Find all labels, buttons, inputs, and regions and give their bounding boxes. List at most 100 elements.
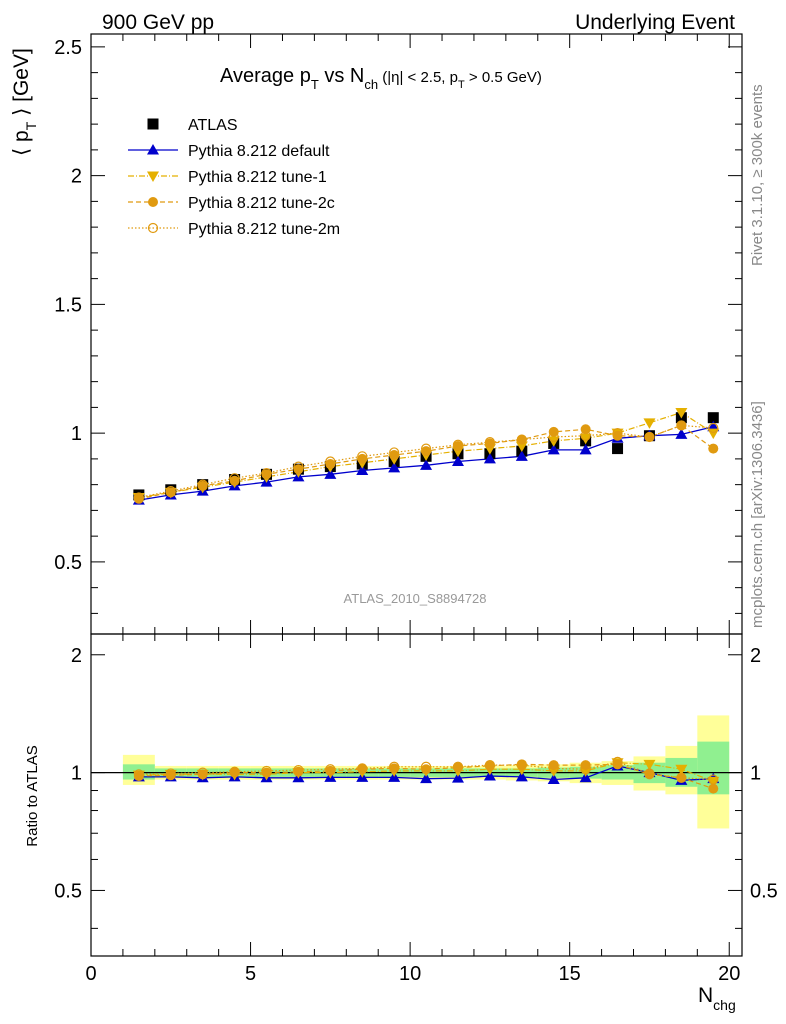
ratio-point bbox=[451, 772, 464, 783]
main-ylabel: ⟨ pT ⟩ [GeV] bbox=[10, 48, 39, 156]
data-point bbox=[707, 420, 720, 432]
title-main: Average p bbox=[220, 65, 311, 87]
ratio-point bbox=[612, 759, 623, 770]
main-ytick-label: 0.5 bbox=[54, 552, 82, 574]
data-point bbox=[676, 420, 687, 431]
ratio-ytick-label-right: 0.5 bbox=[750, 880, 778, 902]
title-cut1: (|η| < 2.5, p bbox=[378, 69, 458, 86]
data-point bbox=[356, 464, 369, 475]
data-point bbox=[579, 433, 592, 445]
legend-marker bbox=[147, 118, 159, 130]
header-right: Underlying Event bbox=[575, 11, 735, 34]
data-point bbox=[229, 473, 240, 484]
data-point bbox=[516, 434, 527, 445]
data-point bbox=[388, 461, 401, 473]
data-point bbox=[421, 446, 432, 457]
main-ytick-label: 2.5 bbox=[54, 37, 82, 59]
ratio-ytick-label: 2 bbox=[71, 645, 82, 667]
ratio-point bbox=[293, 764, 304, 776]
ratio-ytick-label: 0.5 bbox=[54, 880, 82, 902]
data-point bbox=[324, 468, 337, 479]
ratio-ytick-label-right: 2 bbox=[750, 645, 761, 667]
data-point bbox=[675, 408, 688, 419]
ratio-point bbox=[261, 765, 272, 777]
xtick-label: 15 bbox=[559, 963, 581, 985]
data-point bbox=[515, 441, 528, 453]
data-point bbox=[483, 452, 496, 464]
legend-marker bbox=[147, 144, 159, 155]
xtick-label: 20 bbox=[718, 963, 740, 985]
data-point bbox=[420, 443, 432, 454]
ratio-point bbox=[165, 768, 176, 779]
header-left: 900 GeV pp bbox=[102, 11, 214, 34]
main-panel: 0.5 1 1.5 2 2.5 bbox=[54, 33, 743, 635]
ylabel-right: ⟩ [GeV] bbox=[10, 48, 33, 122]
data-point bbox=[643, 418, 656, 429]
data-point bbox=[612, 430, 623, 441]
ratio-point bbox=[580, 764, 591, 775]
xlabel-main: N bbox=[698, 984, 713, 1007]
legend-label: Pythia 8.212 default bbox=[188, 143, 330, 160]
legend-label: Pythia 8.212 tune-2c bbox=[188, 195, 335, 212]
ratio-point bbox=[197, 767, 208, 778]
data-point bbox=[644, 432, 655, 443]
main-ytick-label: 1.5 bbox=[54, 294, 82, 316]
ratio-ytick-label: 1 bbox=[71, 763, 82, 785]
data-point bbox=[451, 455, 464, 466]
legend-label: ATLAS bbox=[188, 117, 238, 134]
data-point bbox=[548, 431, 559, 443]
ratio-point bbox=[325, 764, 336, 775]
xtick-label: 10 bbox=[399, 963, 421, 985]
data-point bbox=[229, 475, 240, 486]
data-point bbox=[612, 428, 623, 439]
data-point bbox=[325, 456, 336, 467]
ratio-point bbox=[548, 760, 559, 771]
ratio-point bbox=[452, 761, 464, 772]
data-point bbox=[675, 428, 688, 439]
ylabel-left: ⟨ p bbox=[10, 130, 33, 156]
data-point bbox=[580, 430, 591, 441]
data-point bbox=[293, 461, 304, 472]
ratio-point bbox=[548, 763, 559, 774]
title-vs: vs N bbox=[319, 65, 365, 87]
data-point bbox=[357, 451, 368, 462]
data-point bbox=[484, 437, 495, 448]
xtick-label: 0 bbox=[85, 963, 96, 985]
data-point bbox=[708, 422, 719, 434]
ratio-point bbox=[421, 764, 432, 775]
legend-marker bbox=[147, 222, 159, 234]
ratio-point bbox=[229, 766, 240, 777]
xtick-label: 5 bbox=[245, 963, 256, 985]
ratio-point bbox=[612, 756, 623, 768]
data-point bbox=[389, 450, 400, 461]
data-point bbox=[357, 453, 368, 464]
main-ytick-label: 2 bbox=[71, 166, 82, 188]
data-point bbox=[515, 450, 528, 461]
ratio-ytick-label-right: 1 bbox=[750, 763, 761, 785]
data-point bbox=[452, 439, 464, 450]
data-point bbox=[165, 485, 176, 497]
ratio-point bbox=[547, 773, 560, 785]
legend-marker bbox=[148, 197, 158, 207]
data-point bbox=[197, 479, 208, 490]
data-point bbox=[293, 464, 304, 475]
ratio-point bbox=[708, 783, 719, 794]
xlabel-sub: chg bbox=[713, 997, 736, 1013]
mcplots-credit: mcplots.cern.ch [arXiv:1306.3436] bbox=[749, 401, 766, 628]
title-sub-ch: ch bbox=[364, 77, 378, 92]
ratio-point bbox=[707, 776, 720, 788]
ratio-frame bbox=[90, 633, 743, 957]
rivet-version: Rivet 3.1.10, ≥ 300k events bbox=[749, 84, 766, 266]
data-point bbox=[325, 459, 336, 470]
data-point bbox=[516, 434, 527, 445]
title-cut2: > 0.5 GeV) bbox=[465, 69, 542, 86]
ratio-point bbox=[483, 770, 496, 781]
data-point bbox=[420, 459, 433, 470]
data-point bbox=[261, 467, 272, 479]
data-point bbox=[389, 447, 400, 458]
legend-label: Pythia 8.212 tune-1 bbox=[188, 169, 327, 186]
data-point bbox=[644, 431, 655, 443]
legend-marker bbox=[147, 171, 159, 182]
data-point bbox=[707, 412, 719, 424]
